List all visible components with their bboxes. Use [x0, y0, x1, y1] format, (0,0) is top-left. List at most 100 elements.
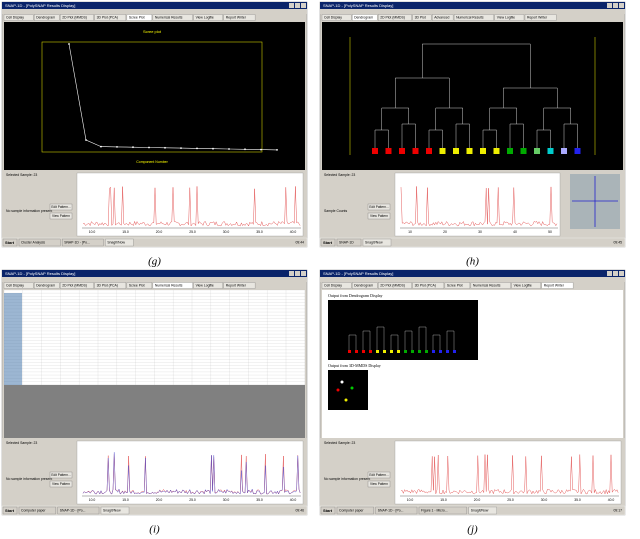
tab[interactable] [60, 14, 94, 21]
tab[interactable] [470, 282, 511, 289]
tab[interactable] [352, 282, 378, 289]
sample-marker[interactable] [561, 148, 567, 154]
tab-label[interactable]: Cell Display [6, 284, 24, 288]
sample-marker[interactable] [372, 148, 378, 154]
tab-label[interactable]: 3D Plot [415, 16, 426, 20]
tab[interactable] [193, 282, 223, 289]
taskbar-label[interactable]: SNAP-1D - [Po... [378, 509, 404, 513]
window-button[interactable] [295, 3, 300, 8]
tab[interactable] [126, 14, 153, 21]
tab-label[interactable]: 2D Plot (MMDS) [380, 284, 405, 288]
window-button[interactable] [607, 3, 612, 8]
tab[interactable] [412, 14, 432, 21]
taskbar-button[interactable] [468, 506, 497, 515]
window-button[interactable] [301, 3, 306, 8]
tab[interactable] [152, 282, 193, 289]
sample-marker[interactable] [534, 148, 540, 154]
taskbar-label[interactable]: SNAP-1D [339, 241, 354, 245]
window-button[interactable] [607, 271, 612, 276]
tab[interactable] [3, 14, 34, 21]
button[interactable] [49, 212, 73, 220]
tab[interactable] [223, 282, 256, 289]
taskbar-button[interactable] [105, 238, 134, 247]
taskbar-button[interactable] [362, 238, 392, 247]
taskbar-label[interactable]: Start [5, 508, 15, 513]
tab-label[interactable]: View Logfile [514, 284, 532, 288]
sample-marker[interactable] [426, 148, 432, 154]
taskbar-button[interactable] [2, 506, 18, 515]
tab-label[interactable]: View Logfile [196, 284, 214, 288]
tab-label[interactable]: Dendrogram [36, 16, 55, 20]
tab-label[interactable]: Report Writer [527, 16, 548, 20]
tab-label[interactable]: Numerical Results [155, 16, 183, 20]
taskbar-label[interactable]: SNAP-1D - [Po... [60, 509, 86, 513]
taskbar-label[interactable]: Start [323, 240, 333, 245]
taskbar-label[interactable]: SNAP-1D - [Po... [64, 241, 90, 245]
taskbar-button[interactable] [320, 506, 336, 515]
tab[interactable] [94, 14, 127, 21]
button-label[interactable]: View Pattern [370, 214, 388, 218]
tab[interactable] [321, 14, 352, 21]
tab-label[interactable]: 2D Plot (MMDS) [380, 16, 405, 20]
tab-label[interactable]: Numerical Results [155, 284, 183, 288]
window-button[interactable] [619, 271, 624, 276]
button[interactable] [49, 203, 73, 211]
button-label[interactable]: View Pattern [370, 482, 388, 486]
taskbar-button[interactable] [18, 238, 61, 247]
tab[interactable] [34, 282, 60, 289]
button-label[interactable]: View Pattern [52, 214, 70, 218]
tab-label[interactable]: Scree Plot [129, 284, 145, 288]
button-label[interactable]: Edit Pattern... [51, 473, 70, 477]
tab-label[interactable]: 3D Plot (PCA) [97, 284, 118, 288]
taskbar-label[interactable]: SnagIt/Now [471, 509, 489, 513]
tab[interactable] [541, 282, 574, 289]
taskbar-label[interactable]: Computer paper [21, 509, 46, 513]
tab[interactable] [152, 14, 193, 21]
taskbar-button[interactable] [100, 506, 130, 515]
tab-label[interactable]: Report Writer [226, 284, 247, 288]
window-button[interactable] [619, 3, 624, 8]
tab-label[interactable]: 2D Plot (MMDS) [62, 284, 87, 288]
taskbar-label[interactable]: Computer paper [339, 509, 364, 513]
taskbar-button[interactable] [18, 506, 56, 515]
tab[interactable] [378, 282, 412, 289]
button-label[interactable]: Edit Pattern... [369, 473, 388, 477]
tab-label[interactable]: Report Writer [226, 16, 247, 20]
sample-marker[interactable] [547, 148, 554, 154]
tab[interactable] [352, 14, 378, 21]
taskbar-button[interactable] [2, 238, 18, 247]
window-button[interactable] [295, 271, 300, 276]
tab-label[interactable]: Dendrogram [354, 16, 373, 20]
taskbar-button[interactable] [336, 238, 362, 247]
tab-label[interactable]: Cell Display [6, 16, 24, 20]
button[interactable] [367, 203, 391, 211]
button-label[interactable]: Edit Pattern... [369, 205, 388, 209]
tab[interactable] [126, 282, 153, 289]
taskbar-button[interactable] [57, 506, 100, 515]
tab[interactable] [193, 14, 223, 21]
tab-label[interactable]: Numerical Results [456, 16, 484, 20]
button[interactable] [367, 212, 391, 220]
tab-label[interactable]: 3D Plot (PCA) [415, 284, 436, 288]
window-button[interactable] [301, 271, 306, 276]
window-button[interactable] [613, 3, 618, 8]
taskbar-label[interactable]: SnagIt/Now [107, 241, 125, 245]
taskbar-button[interactable] [336, 506, 374, 515]
tab[interactable] [3, 282, 34, 289]
tab-label[interactable]: Numerical Results [473, 284, 501, 288]
window-button[interactable] [613, 271, 618, 276]
tab[interactable] [453, 14, 494, 21]
tab-label[interactable]: Cell Display [324, 16, 342, 20]
taskbar-button[interactable] [320, 238, 336, 247]
sample-marker[interactable] [574, 148, 581, 154]
window-button[interactable] [289, 271, 294, 276]
sample-marker[interactable] [466, 148, 473, 154]
tab-label[interactable]: Scree Plot [447, 284, 463, 288]
sample-marker[interactable] [412, 148, 419, 154]
button[interactable] [49, 471, 73, 479]
tab-label[interactable]: View Logfile [196, 16, 214, 20]
button[interactable] [49, 480, 73, 488]
sample-marker[interactable] [493, 148, 500, 154]
tab[interactable] [60, 282, 94, 289]
tab-label[interactable]: Scree Plot [129, 16, 145, 20]
